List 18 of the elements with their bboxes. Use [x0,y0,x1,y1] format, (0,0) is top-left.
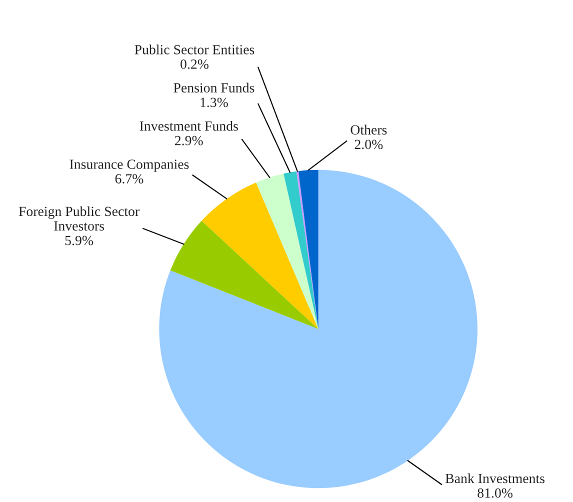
pie-slice [170,220,318,329]
data-label: 81.0% [478,488,513,498]
slice-label: Investment Funds [140,120,238,131]
slice-label: Others [350,124,387,135]
data-label: 6.7% [115,174,144,184]
data-label: 2.0% [354,140,383,150]
slice-label: Pension Funds [174,82,254,93]
data-label: 1.3% [200,98,228,108]
slice-label: Public Sector Entities [134,44,254,54]
slice-label: Insurance Companies [70,160,189,172]
data-label: 0.2% [180,59,208,69]
data-label: 5.9% [65,236,94,246]
slice-label: Foreign Public Sector Investors [18,206,140,231]
pie-slice [202,182,318,329]
data-label: 2.9% [175,136,203,146]
slice-label: Bank Investments [445,473,544,484]
pie-slice [284,171,318,329]
pie-slice [256,174,318,329]
